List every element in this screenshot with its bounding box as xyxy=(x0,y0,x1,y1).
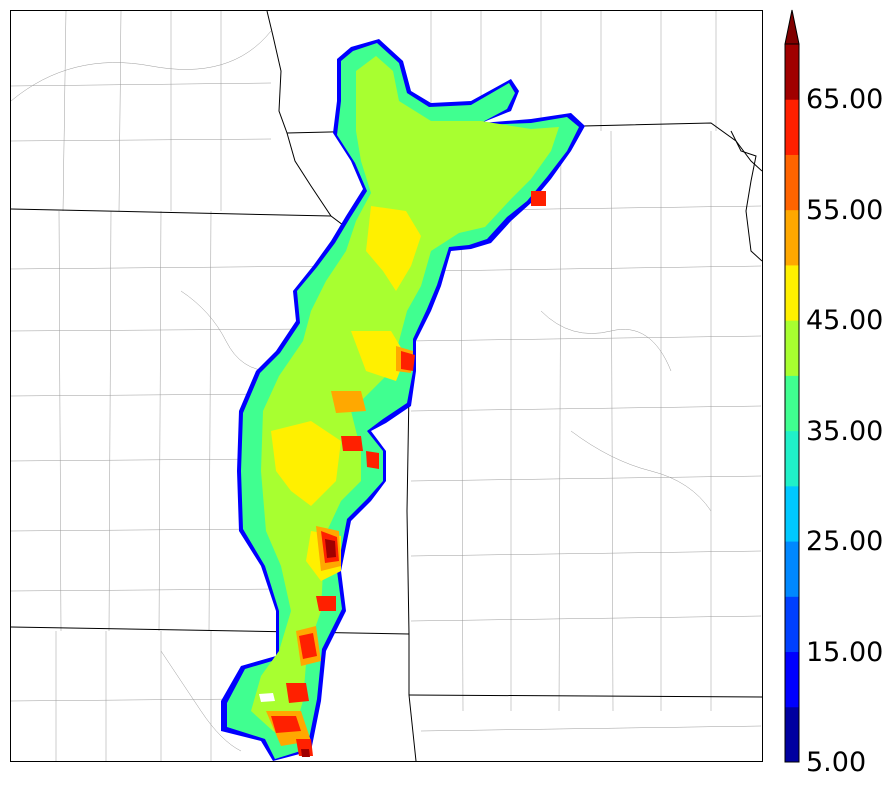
map-frame xyxy=(10,10,763,762)
colorbar-segment xyxy=(785,651,799,708)
colorbar-segment xyxy=(785,264,799,321)
colorbar-extend-triangle xyxy=(784,9,800,45)
colorbar-tick-label: 55.00 xyxy=(806,194,884,226)
colorbar-tick-label: 35.00 xyxy=(806,415,884,447)
colorbar-tick-label: 45.00 xyxy=(806,305,884,337)
colorbar-border xyxy=(784,43,800,763)
colorbar-tick-label: 15.00 xyxy=(806,636,884,668)
colorbar-segment xyxy=(785,154,799,211)
colorbar-segment xyxy=(785,541,799,597)
colorbar-tick-label: 5.00 xyxy=(806,747,867,778)
colorbar-segment xyxy=(785,485,799,542)
colorbar-segment xyxy=(785,209,799,266)
colorbar xyxy=(784,9,800,763)
colorbar-segment xyxy=(785,375,799,432)
colorbar-tick-label: 25.00 xyxy=(806,526,884,558)
colorbar-segment xyxy=(785,99,799,155)
colorbar-segment xyxy=(785,430,799,487)
colorbar-segment xyxy=(785,596,799,653)
colorbar-segment xyxy=(785,706,799,763)
colorbar-segment xyxy=(785,44,799,100)
storm-band xyxy=(221,39,585,761)
colorbar-segment xyxy=(785,320,799,376)
county-lines xyxy=(11,11,762,761)
reflectivity-map xyxy=(11,11,762,761)
colorbar-tick-label: 65.00 xyxy=(806,84,884,116)
